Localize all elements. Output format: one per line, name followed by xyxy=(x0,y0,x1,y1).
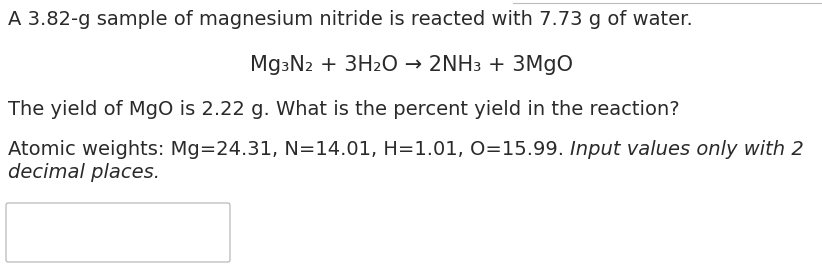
Text: Input values only with 2: Input values only with 2 xyxy=(570,140,804,159)
Text: Atomic weights: Mg=24.31, N=14.01, H=1.01, O=15.99.: Atomic weights: Mg=24.31, N=14.01, H=1.0… xyxy=(8,140,570,159)
Text: Mg₃N₂ + 3H₂O → 2NH₃ + 3MgO: Mg₃N₂ + 3H₂O → 2NH₃ + 3MgO xyxy=(250,55,572,75)
FancyBboxPatch shape xyxy=(6,203,230,262)
Text: A 3.82-g sample of magnesium nitride is reacted with 7.73 g of water.: A 3.82-g sample of magnesium nitride is … xyxy=(8,10,693,29)
Text: decimal places.: decimal places. xyxy=(8,163,160,182)
Text: The yield of MgO is 2.22 g. What is the percent yield in the reaction?: The yield of MgO is 2.22 g. What is the … xyxy=(8,100,680,119)
